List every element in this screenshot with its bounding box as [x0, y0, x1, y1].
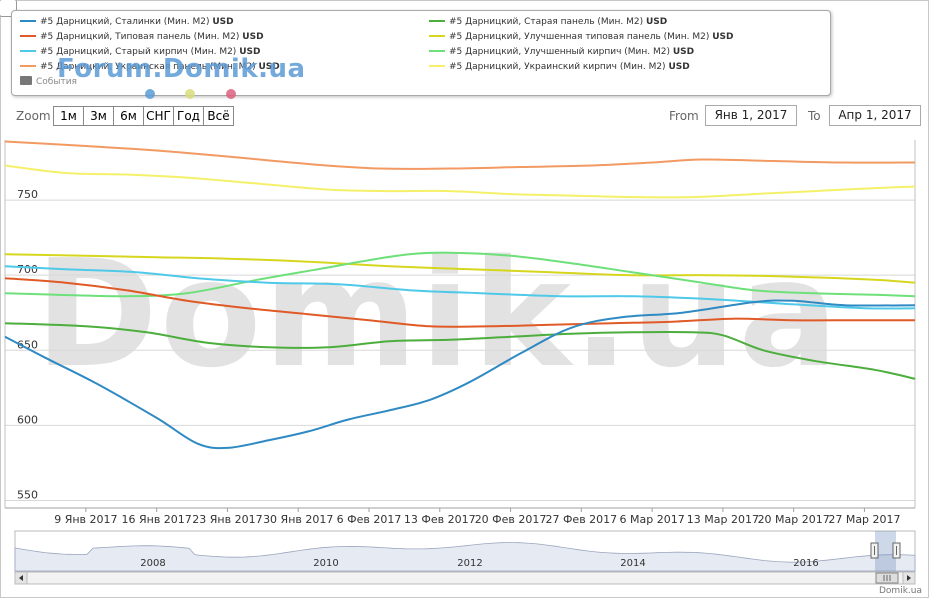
from-label: From	[669, 109, 699, 123]
y-tick-label: 700	[17, 263, 38, 276]
x-tick-label: 13 Фев 2017	[404, 513, 476, 526]
legend-label: #5 Дарницкий, Старая панель (Мин. М2)	[449, 17, 646, 27]
event-marker-dot[interactable]	[226, 89, 236, 99]
navigator-year-label: 2010	[313, 558, 338, 569]
series-line-4	[4, 265, 916, 310]
navigator-year-label: 2014	[620, 558, 645, 569]
legend-swatch	[429, 34, 445, 37]
legend-item[interactable]: #5 Дарницкий, Старый кирпич (Мин. М2) US…	[20, 47, 260, 57]
y-tick-label: 600	[17, 413, 38, 426]
legend-label: #5 Дарницкий, Старый кирпич (Мин. М2)	[40, 47, 240, 57]
legend-unit: USD	[672, 47, 695, 57]
x-tick-label: 27 Фев 2017	[545, 513, 617, 526]
legend-swatch	[429, 19, 445, 22]
legend-label: #5 Дарницкий, Улучшенный кирпич (Мин. М2…	[449, 47, 673, 57]
navigator-year-label: 2016	[793, 558, 818, 569]
zoom-label: Zoom	[16, 109, 51, 123]
to-label: To	[808, 109, 821, 123]
navigator-series-area	[14, 542, 916, 572]
x-tick-label: 6 Мар 2017	[620, 513, 685, 526]
events-swatch	[20, 76, 32, 85]
legend-unit: USD	[712, 32, 734, 42]
legend-label: #5 Дарницкий, Украинский кирпич (Мин. М2…	[449, 62, 669, 72]
y-tick-label: 750	[17, 188, 38, 201]
series-line-3	[4, 253, 916, 284]
legend-item[interactable]: #5 Дарницкий, Сталинки (Мин. М2) USD	[20, 17, 234, 27]
x-tick-label: 16 Янв 2017	[122, 513, 192, 526]
x-tick-label: 30 Янв 2017	[263, 513, 333, 526]
series-line-6	[4, 140, 916, 170]
x-tick-label: 9 Янв 2017	[54, 513, 117, 526]
legend-swatch	[20, 34, 36, 37]
legend-item[interactable]: #5 Дарницкий, Старая панель (Мин. М2) US…	[429, 17, 667, 27]
y-tick-label: 650	[17, 338, 38, 351]
y-tick-label: 550	[17, 488, 38, 501]
zoom-all-button[interactable]: Всё	[203, 106, 234, 126]
chevron-left-icon	[19, 575, 23, 581]
navigator-year-label: 2012	[457, 558, 482, 569]
zoom-1m-button[interactable]: 1м	[53, 106, 84, 126]
navigator-year-label: 2008	[140, 558, 165, 569]
legend-item[interactable]: #5 Дарницкий, Украинская панель (Мин. М2…	[20, 62, 280, 72]
zoom-year-button[interactable]: Год	[173, 106, 204, 126]
to-date-input[interactable]: Апр 1, 2017	[829, 105, 921, 126]
legend-events[interactable]: События	[20, 76, 77, 87]
zoom-ytd-button[interactable]: СНГ	[143, 106, 174, 126]
legend-unit: USD	[212, 17, 234, 27]
legend-swatch	[20, 19, 36, 22]
x-tick-label: 20 Мар 2017	[758, 513, 830, 526]
credit-link[interactable]: Domik.ua	[879, 586, 922, 596]
legend-unit: USD	[258, 62, 280, 72]
legend-item[interactable]: #5 Дарницкий, Улучшенная типовая панель …	[429, 32, 734, 42]
event-marker-dot[interactable]	[145, 89, 155, 99]
legend: #5 Дарницкий, Сталинки (Мин. М2) USD #5 Д…	[11, 10, 831, 96]
legend-swatch	[429, 49, 445, 52]
legend-swatch	[429, 64, 445, 67]
zoom-3m-button[interactable]: 3м	[83, 106, 114, 126]
x-tick-label: 23 Янв 2017	[192, 513, 262, 526]
legend-unit: USD	[668, 62, 690, 72]
series-line-7	[4, 164, 916, 199]
legend-label: #5 Дарницкий, Сталинки (Мин. М2)	[40, 17, 213, 27]
series-line-5	[4, 251, 916, 298]
x-tick-label: 20 Фев 2017	[475, 513, 547, 526]
legend-item[interactable]: #5 Дарницкий, Улучшенный кирпич (Мин. М2…	[429, 47, 694, 57]
series-line-1	[4, 322, 916, 380]
event-marker-dot[interactable]	[185, 89, 195, 99]
legend-label: #5 Дарницкий, Улучшенная типовая панель …	[449, 32, 713, 42]
events-label: События	[36, 77, 77, 87]
x-tick-label: 27 Мар 2017	[828, 513, 900, 526]
legend-item[interactable]: #5 Дарницкий, Типовая панель (Мин. М2) U…	[20, 32, 264, 42]
legend-unit: USD	[242, 32, 264, 42]
scrollbar-track[interactable]	[14, 571, 916, 585]
x-tick-label: 13 Мар 2017	[687, 513, 759, 526]
zoom-6m-button[interactable]: 6м	[113, 106, 144, 126]
navigator-selection[interactable]	[875, 531, 896, 571]
legend-label: #5 Дарницкий, Украинская панель (Мин. М2…	[40, 62, 259, 72]
series-line-0	[4, 299, 916, 450]
from-date-input[interactable]: Янв 1, 2017	[705, 105, 797, 126]
series-line-2	[4, 277, 915, 328]
legend-unit: USD	[239, 47, 261, 57]
forum-domik-logo: Forum.Domik.ua	[57, 54, 306, 84]
legend-item[interactable]: #5 Дарницкий, Украинский кирпич (Мин. М2…	[429, 62, 690, 72]
legend-swatch	[20, 64, 36, 67]
legend-swatch	[20, 49, 36, 52]
legend-unit: USD	[645, 17, 668, 27]
legend-label: #5 Дарницкий, Типовая панель (Мин. М2)	[40, 32, 243, 42]
x-tick-label: 6 Фев 2017	[337, 513, 402, 526]
chevron-right-icon	[907, 575, 911, 581]
